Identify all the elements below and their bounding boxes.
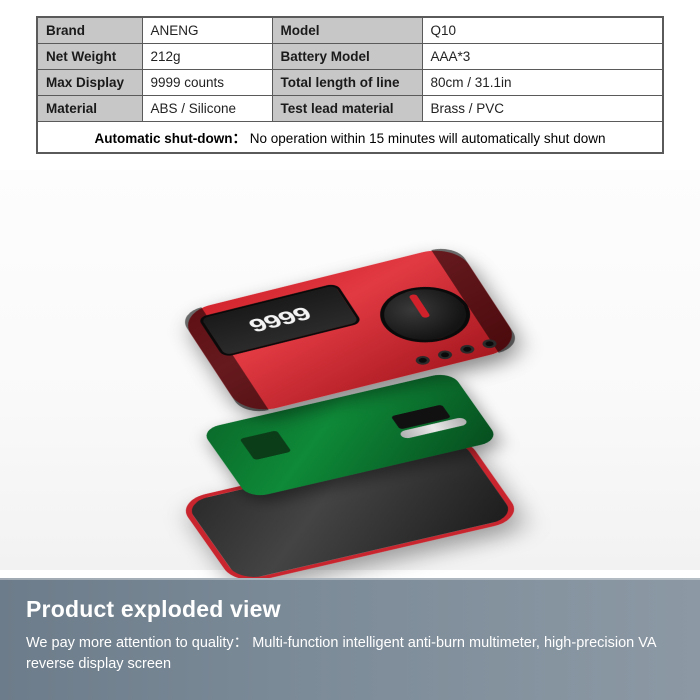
spec-value: ANENG	[142, 17, 272, 44]
spec-footer-value: No operation within 15 minutes will auto…	[250, 131, 606, 146]
multimeter-front-shell: 9999	[177, 244, 523, 416]
table-row: Brand ANENG Model Q10	[37, 17, 663, 44]
jack-icon	[458, 344, 476, 355]
jack-icon	[414, 355, 432, 366]
spec-key: Battery Model	[272, 44, 422, 70]
lcd-readout: 9999	[244, 303, 315, 337]
table-row: Material ABS / Silicone Test lead materi…	[37, 96, 663, 122]
spec-key: Model	[272, 17, 422, 44]
banner-body: We pay more attention to quality： Multi-…	[26, 633, 666, 675]
spec-value: 80cm / 31.1in	[422, 70, 663, 96]
spec-key: Brand	[37, 17, 142, 44]
jack-icon	[436, 349, 454, 360]
lcd-display: 9999	[197, 283, 362, 358]
spec-value: AAA*3	[422, 44, 663, 70]
banner-title: Product exploded view	[26, 596, 674, 623]
spec-value: 212g	[142, 44, 272, 70]
spec-footer-label: Automatic shut-down：	[95, 131, 247, 146]
spec-key: Net Weight	[37, 44, 142, 70]
product-exploded-illustration: 9999	[0, 170, 700, 570]
spec-key: Test lead material	[272, 96, 422, 122]
spec-key: Material	[37, 96, 142, 122]
spec-value: ABS / Silicone	[142, 96, 272, 122]
spec-key: Max Display	[37, 70, 142, 96]
spec-value: Q10	[422, 17, 663, 44]
spec-footer: Automatic shut-down： No operation within…	[37, 122, 663, 154]
table-row: Max Display 9999 counts Total length of …	[37, 70, 663, 96]
spec-table: Brand ANENG Model Q10 Net Weight 212g Ba…	[36, 16, 664, 154]
fuse-icon	[398, 417, 468, 439]
table-footer-row: Automatic shut-down： No operation within…	[37, 122, 663, 154]
spec-value: 9999 counts	[142, 70, 272, 96]
infographic-page: Brand ANENG Model Q10 Net Weight 212g Ba…	[0, 0, 700, 700]
spec-value: Brass / PVC	[422, 96, 663, 122]
caption-banner: Product exploded view We pay more attent…	[0, 578, 700, 700]
spec-key: Total length of line	[272, 70, 422, 96]
table-row: Net Weight 212g Battery Model AAA*3	[37, 44, 663, 70]
